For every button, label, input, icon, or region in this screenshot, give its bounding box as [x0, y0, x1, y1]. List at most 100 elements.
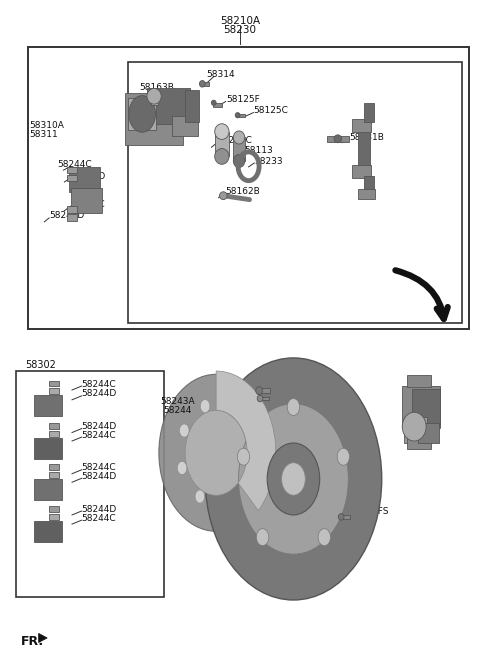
Ellipse shape [219, 192, 227, 200]
Text: 58244D: 58244D [82, 505, 117, 514]
Bar [402, 386, 441, 428]
Bar [49, 514, 59, 520]
Text: FR.: FR. [21, 635, 44, 648]
Bar [418, 423, 439, 443]
Ellipse shape [129, 96, 156, 132]
Bar [151, 94, 157, 105]
Text: 1351JD: 1351JD [278, 386, 311, 394]
Text: 58244D: 58244D [49, 212, 84, 221]
Text: 58210A: 58210A [220, 16, 260, 26]
Ellipse shape [233, 154, 245, 168]
Bar [49, 464, 59, 470]
Bar [49, 472, 59, 478]
Text: 54562D: 54562D [278, 376, 313, 386]
Circle shape [282, 463, 305, 495]
Ellipse shape [235, 112, 240, 118]
Bar [352, 165, 371, 178]
Bar [67, 206, 77, 213]
Wedge shape [216, 371, 276, 510]
Ellipse shape [257, 396, 263, 402]
Bar [185, 90, 199, 122]
Ellipse shape [147, 89, 161, 104]
Bar [352, 119, 371, 132]
Bar [147, 88, 190, 124]
Circle shape [256, 529, 269, 546]
Bar [34, 521, 62, 542]
Text: 58163B: 58163B [139, 83, 174, 92]
Bar [259, 397, 269, 400]
Ellipse shape [211, 100, 216, 105]
Text: 58244D: 58244D [82, 422, 117, 431]
Ellipse shape [233, 131, 245, 144]
Bar [172, 116, 198, 135]
Circle shape [287, 399, 300, 415]
Bar [358, 189, 375, 198]
Circle shape [318, 529, 331, 546]
Bar [327, 136, 348, 142]
Text: 58244D: 58244D [82, 390, 117, 398]
Ellipse shape [338, 514, 344, 520]
Text: 58125C: 58125C [253, 106, 288, 115]
Text: 58311: 58311 [29, 129, 58, 139]
Ellipse shape [215, 124, 229, 139]
Bar [412, 389, 440, 425]
Ellipse shape [199, 81, 205, 87]
Text: 58230: 58230 [224, 24, 256, 35]
Bar [364, 176, 373, 196]
Circle shape [185, 410, 247, 495]
Bar [16, 371, 164, 597]
Bar [407, 375, 431, 387]
Bar [71, 189, 102, 214]
Text: 58235C: 58235C [217, 136, 252, 145]
Text: 58411B: 58411B [269, 424, 303, 432]
Ellipse shape [334, 135, 342, 143]
Bar [70, 167, 100, 192]
Text: 58302: 58302 [25, 360, 56, 370]
Circle shape [205, 358, 382, 600]
Bar [364, 103, 373, 122]
Text: 58113: 58113 [245, 146, 274, 155]
Text: 58244C: 58244C [82, 380, 116, 388]
Text: 58162B: 58162B [226, 187, 261, 196]
Text: 58243A: 58243A [161, 397, 195, 406]
Circle shape [267, 443, 320, 515]
Bar [49, 423, 59, 429]
Bar [49, 431, 59, 437]
Circle shape [159, 374, 274, 532]
Text: 58244D: 58244D [82, 472, 117, 481]
Text: 58310A: 58310A [29, 121, 64, 130]
Bar [67, 175, 77, 181]
Bar [34, 479, 62, 500]
Bar [125, 93, 183, 145]
Circle shape [237, 448, 250, 465]
Bar [202, 82, 209, 86]
Text: 58314: 58314 [206, 70, 235, 79]
Bar [34, 438, 62, 459]
Bar [215, 131, 229, 156]
Bar [358, 124, 370, 170]
Bar [407, 437, 431, 449]
Bar [128, 62, 462, 323]
Text: 58244C: 58244C [82, 463, 116, 472]
Polygon shape [38, 633, 47, 643]
Text: 58125F: 58125F [227, 95, 260, 104]
Circle shape [239, 404, 348, 555]
Text: 58244: 58244 [164, 407, 192, 415]
Text: 58181B: 58181B [349, 133, 384, 142]
Bar [34, 396, 62, 416]
Circle shape [200, 399, 210, 413]
Bar [340, 515, 350, 519]
Circle shape [177, 461, 187, 474]
Ellipse shape [402, 412, 426, 441]
Bar [404, 417, 427, 443]
Bar [28, 47, 469, 328]
Text: 58233: 58233 [254, 156, 283, 166]
Bar [128, 98, 156, 129]
Bar [49, 388, 59, 394]
Bar [213, 102, 222, 106]
Text: 58244C: 58244C [82, 514, 116, 523]
Ellipse shape [215, 148, 229, 164]
Text: 58244C: 58244C [58, 160, 92, 170]
Bar [49, 506, 59, 512]
Circle shape [337, 448, 349, 465]
